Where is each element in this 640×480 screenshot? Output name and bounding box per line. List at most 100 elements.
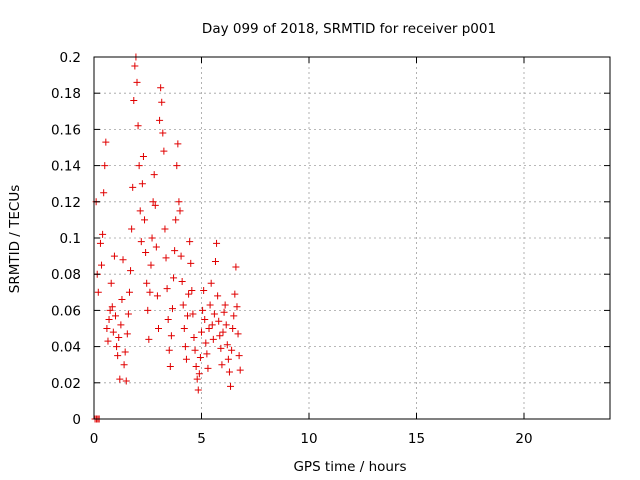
data-point <box>216 332 224 340</box>
data-point <box>204 364 212 372</box>
data-point <box>133 78 141 86</box>
data-point <box>160 147 168 155</box>
chart-title: Day 099 of 2018, SRMTID for receiver p00… <box>202 21 496 37</box>
x-tick-label: 20 <box>515 431 532 447</box>
data-point <box>128 225 136 233</box>
data-point <box>115 334 123 342</box>
data-point <box>163 285 171 293</box>
data-point <box>177 252 185 260</box>
data-point <box>112 312 119 320</box>
data-point <box>224 355 232 363</box>
data-point <box>120 361 128 369</box>
data-point <box>198 328 205 336</box>
x-tick-label: 10 <box>300 431 317 447</box>
data-point <box>172 216 180 224</box>
data-point <box>136 207 144 215</box>
data-point <box>103 325 111 332</box>
data-point <box>189 310 197 318</box>
data-point <box>230 312 238 320</box>
data-point <box>142 248 150 256</box>
data-point <box>159 129 167 137</box>
grid-lines <box>94 57 610 419</box>
data-point <box>108 303 116 311</box>
data-point <box>220 308 228 316</box>
data-point <box>106 306 114 314</box>
data-point <box>100 189 108 197</box>
data-point <box>196 353 204 361</box>
data-point <box>227 382 235 390</box>
data-point <box>99 230 107 238</box>
data-point <box>194 386 202 394</box>
data-point <box>221 301 229 309</box>
data-point <box>134 122 142 130</box>
data-point <box>141 216 149 224</box>
data-point <box>138 180 146 188</box>
data-point <box>192 363 200 371</box>
data-point <box>101 162 109 170</box>
data-point <box>135 162 143 170</box>
data-point <box>174 140 182 148</box>
data-point <box>98 261 106 269</box>
data-point <box>137 238 145 246</box>
data-point <box>195 370 203 378</box>
data-point <box>228 346 236 354</box>
data-point <box>211 258 219 266</box>
data-point <box>205 325 213 332</box>
data-point <box>202 339 210 347</box>
data-point <box>94 288 102 296</box>
data-point <box>190 334 198 342</box>
x-tick-label: 5 <box>197 431 206 447</box>
data-point <box>107 279 115 287</box>
data-point <box>166 363 174 371</box>
data-point <box>150 171 158 179</box>
data-point <box>203 350 211 358</box>
data-point <box>131 62 139 70</box>
data-point <box>184 312 192 320</box>
data-point <box>217 344 225 352</box>
data-point <box>186 238 194 246</box>
data-point <box>117 321 125 329</box>
data-point <box>156 116 164 124</box>
data-point <box>206 301 214 309</box>
data-point <box>125 288 133 296</box>
data-point <box>110 252 118 260</box>
data-point <box>207 279 215 287</box>
data-point <box>179 301 187 309</box>
data-point <box>127 267 135 275</box>
data-point <box>116 375 124 383</box>
data-point <box>173 162 181 170</box>
data-point <box>130 96 138 104</box>
data-point <box>170 274 178 282</box>
data-point <box>191 346 199 354</box>
data-point <box>104 337 112 345</box>
y-tick-labels: 0 0.02 0.04 0.06 0.08 0.1 0.12 0.14 0.16 0.18 0.2 <box>51 50 81 428</box>
data-point <box>171 247 179 255</box>
y-tick-label: 0.2 <box>60 50 81 66</box>
data-point <box>233 303 241 311</box>
data-point <box>168 305 176 313</box>
data-point <box>178 277 186 285</box>
y-tick-label: 0.12 <box>51 195 81 211</box>
y-tick-label: 0.14 <box>51 159 81 175</box>
data-point <box>213 239 221 247</box>
data-point <box>235 352 243 360</box>
axis-ticks <box>93 56 610 420</box>
data-point <box>231 290 239 298</box>
data-point <box>208 321 216 329</box>
data-point <box>109 328 117 336</box>
plot-frame <box>93 56 611 420</box>
y-axis-label: SRMTID / TECUs <box>7 185 23 293</box>
y-tick-label: 0.18 <box>51 86 81 102</box>
x-tick-labels: 0 5 10 15 20 <box>90 431 533 447</box>
data-point <box>149 198 157 206</box>
data-point <box>232 263 240 271</box>
data-point <box>151 201 159 209</box>
data-point <box>161 225 169 233</box>
data-point <box>152 243 160 251</box>
data-point <box>209 335 217 343</box>
data-point <box>185 290 193 298</box>
data-point <box>96 239 104 247</box>
data-point <box>157 84 165 92</box>
y-tick-label: 0.08 <box>51 267 81 283</box>
data-point <box>219 328 227 336</box>
